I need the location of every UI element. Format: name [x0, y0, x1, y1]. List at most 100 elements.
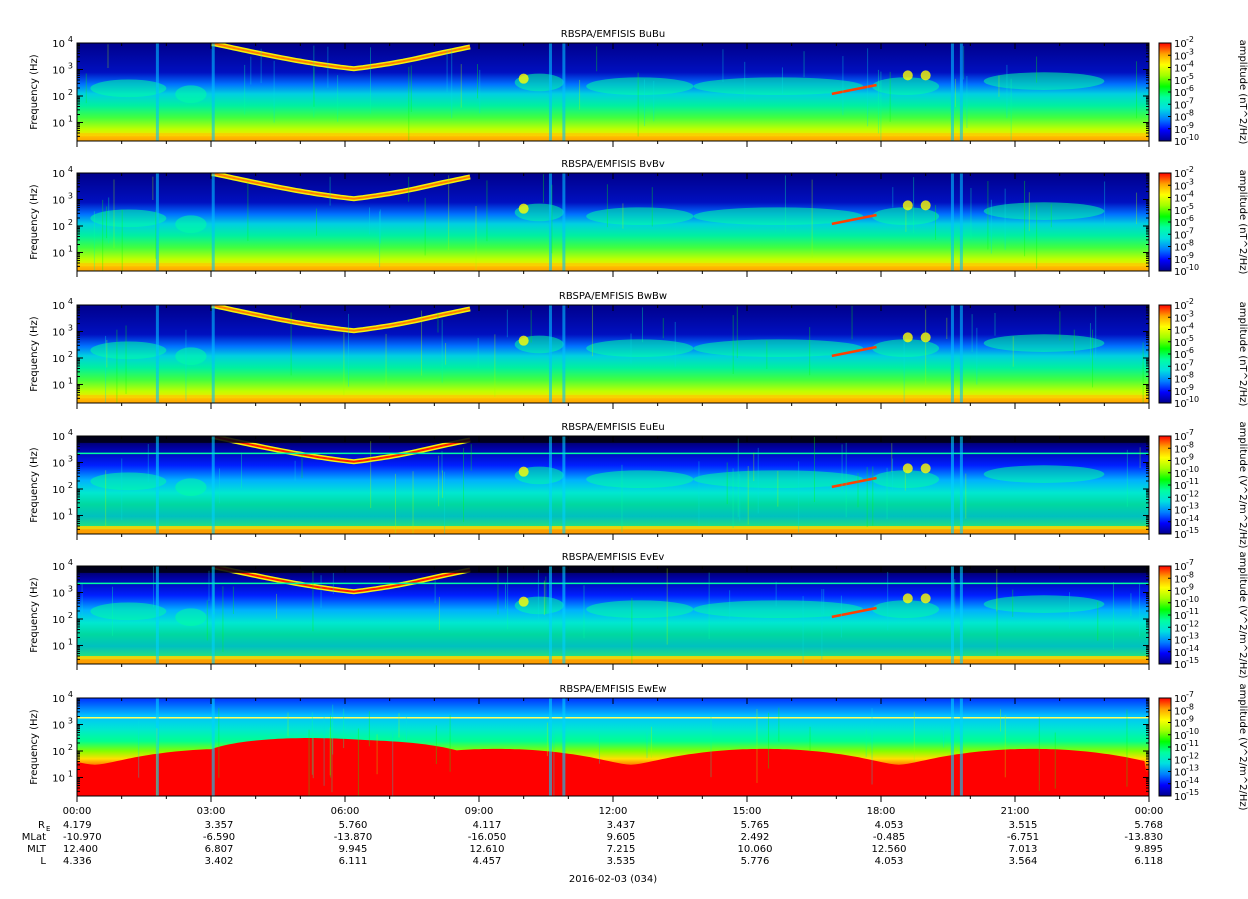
- colorbar-tick-label: 10: [1174, 169, 1187, 180]
- ephemeris-row-label: L: [40, 856, 46, 867]
- y-axis-label: Frequency (Hz): [29, 316, 40, 392]
- ephemeris-value: 12.400: [63, 844, 98, 855]
- y-axis-label: Frequency (Hz): [29, 709, 40, 785]
- colorbar-tick-label: 10: [1174, 267, 1187, 278]
- colorbar-tick-label: 10: [1174, 493, 1187, 504]
- y-tick-label: 10: [52, 773, 65, 784]
- colorbar-tick-label: 10: [1174, 587, 1187, 598]
- ephemeris-value: 6.118: [1134, 856, 1163, 867]
- colorbar-tick-label: 10: [1174, 88, 1187, 99]
- y-tick-exponent: 3: [68, 454, 73, 463]
- ephemeris-value: -0.485: [873, 832, 905, 843]
- time-tick-label: 03:00: [197, 806, 226, 817]
- y-tick-label: 10: [52, 485, 65, 496]
- colorbar-tick-exponent: -7: [1186, 428, 1194, 437]
- colorbar-tick-exponent: -4: [1186, 322, 1194, 331]
- colorbar-tick-exponent: -7: [1186, 96, 1194, 105]
- colorbar-tick-exponent: -8: [1186, 371, 1194, 380]
- colorbar-tick-label: 10: [1174, 694, 1187, 705]
- y-tick-exponent: 1: [68, 507, 73, 516]
- colorbar-tick-label: 10: [1174, 64, 1187, 75]
- colorbar-tick-label: 10: [1174, 51, 1187, 62]
- colorbar-label: amplitude (nT^2/Hz): [1237, 302, 1248, 407]
- ephemeris-value: -6.751: [1007, 832, 1039, 843]
- panel-title: RBSPA/EMFISIS EwEw: [559, 684, 666, 695]
- colorbar-label: amplitude (V^2/m^2/Hz): [1237, 421, 1248, 548]
- ephemeris-value: 4.117: [473, 820, 502, 831]
- colorbar-tick-label: 10: [1174, 113, 1187, 124]
- colorbar-tick-label: 10: [1174, 743, 1187, 754]
- ephemeris-value: 12.610: [470, 844, 505, 855]
- panel-title: RBSPA/EMFISIS BuBu: [561, 29, 665, 40]
- colorbar-tick-label: 10: [1174, 574, 1187, 585]
- spectrogram-image: [77, 43, 1149, 141]
- colorbar-tick-exponent: -2: [1186, 297, 1194, 306]
- colorbar-tick-label: 10: [1174, 611, 1187, 622]
- colorbar-tick-exponent: -8: [1186, 239, 1194, 248]
- colorbar-tick-label: 10: [1174, 562, 1187, 573]
- y-tick-label: 10: [52, 92, 65, 103]
- y-tick-label: 10: [52, 562, 65, 573]
- spectrogram-image: [77, 698, 1149, 796]
- colorbar-tick-label: 10: [1174, 706, 1187, 717]
- colorbar-tick-label: 10: [1174, 375, 1187, 386]
- y-tick-exponent: 2: [68, 350, 73, 359]
- panel-title: RBSPA/EMFISIS EuEu: [561, 422, 664, 433]
- ephemeris-value: -13.870: [334, 832, 373, 843]
- time-tick-label: 18:00: [867, 806, 896, 817]
- colorbar-tick-exponent: -9: [1186, 383, 1194, 392]
- colorbar-tick-label: 10: [1174, 387, 1187, 398]
- colorbar-tick-label: 10: [1174, 313, 1187, 324]
- y-tick-label: 10: [52, 720, 65, 731]
- colorbar-tick-label: 10: [1174, 76, 1187, 87]
- time-tick-label: 12:00: [599, 806, 628, 817]
- colorbar-tick-exponent: -6: [1186, 84, 1194, 93]
- ephemeris-value: 3.564: [1009, 856, 1038, 867]
- y-tick-exponent: 1: [68, 637, 73, 646]
- y-tick-label: 10: [52, 327, 65, 338]
- y-tick-label: 10: [52, 380, 65, 391]
- y-tick-label: 10: [52, 432, 65, 443]
- colorbar-tick-exponent: -10: [1186, 263, 1199, 272]
- y-tick-exponent: 1: [68, 376, 73, 385]
- colorbar-tick-exponent: -3: [1186, 47, 1194, 56]
- colorbar-tick-label: 10: [1174, 755, 1187, 766]
- colorbar-tick-exponent: -14: [1186, 514, 1199, 523]
- colorbar-tick-label: 10: [1174, 362, 1187, 373]
- colorbar-tick-exponent: -15: [1186, 526, 1199, 535]
- colorbar-label: amplitude (V^2/m^2/Hz): [1237, 683, 1248, 810]
- colorbar-label: amplitude (nT^2/Hz): [1237, 40, 1248, 145]
- colorbar-tick-exponent: -15: [1186, 656, 1199, 665]
- panel-title: RBSPA/EMFISIS BwBw: [559, 291, 667, 302]
- ephemeris-value: 9.945: [339, 844, 368, 855]
- colorbar-tick-exponent: -13: [1186, 502, 1199, 511]
- ephemeris-value: 4.179: [63, 820, 92, 831]
- ephemeris-value: 7.215: [607, 844, 636, 855]
- date-label: 2016-02-03 (034): [569, 874, 657, 885]
- colorbar-tick-label: 10: [1174, 768, 1187, 779]
- ephemeris-value: 10.060: [738, 844, 773, 855]
- colorbar-tick-exponent: -2: [1186, 35, 1194, 44]
- time-tick-label: 06:00: [331, 806, 360, 817]
- ephemeris-value: -13.830: [1124, 832, 1163, 843]
- colorbar-tick-label: 10: [1174, 636, 1187, 647]
- colorbar-tick-label: 10: [1174, 457, 1187, 468]
- colorbar-tick-exponent: -8: [1186, 570, 1194, 579]
- colorbar-tick-label: 10: [1174, 125, 1187, 136]
- colorbar-tick-exponent: -7: [1186, 558, 1194, 567]
- y-tick-exponent: 2: [68, 88, 73, 97]
- colorbar-tick-exponent: -11: [1186, 739, 1199, 748]
- y-tick-exponent: 4: [68, 35, 73, 44]
- colorbar-tick-label: 10: [1174, 530, 1187, 541]
- colorbar-tick-label: 10: [1174, 780, 1187, 791]
- ephemeris-value: -6.590: [203, 832, 235, 843]
- y-axis-label: Frequency (Hz): [29, 447, 40, 523]
- ephemeris-value: 6.111: [339, 856, 368, 867]
- y-tick-label: 10: [52, 615, 65, 626]
- y-tick-label: 10: [52, 458, 65, 469]
- ephemeris-row-label: MLat: [22, 832, 46, 843]
- colorbar: 10-210-310-410-510-610-710-810-910-10 amp…: [1158, 165, 1248, 278]
